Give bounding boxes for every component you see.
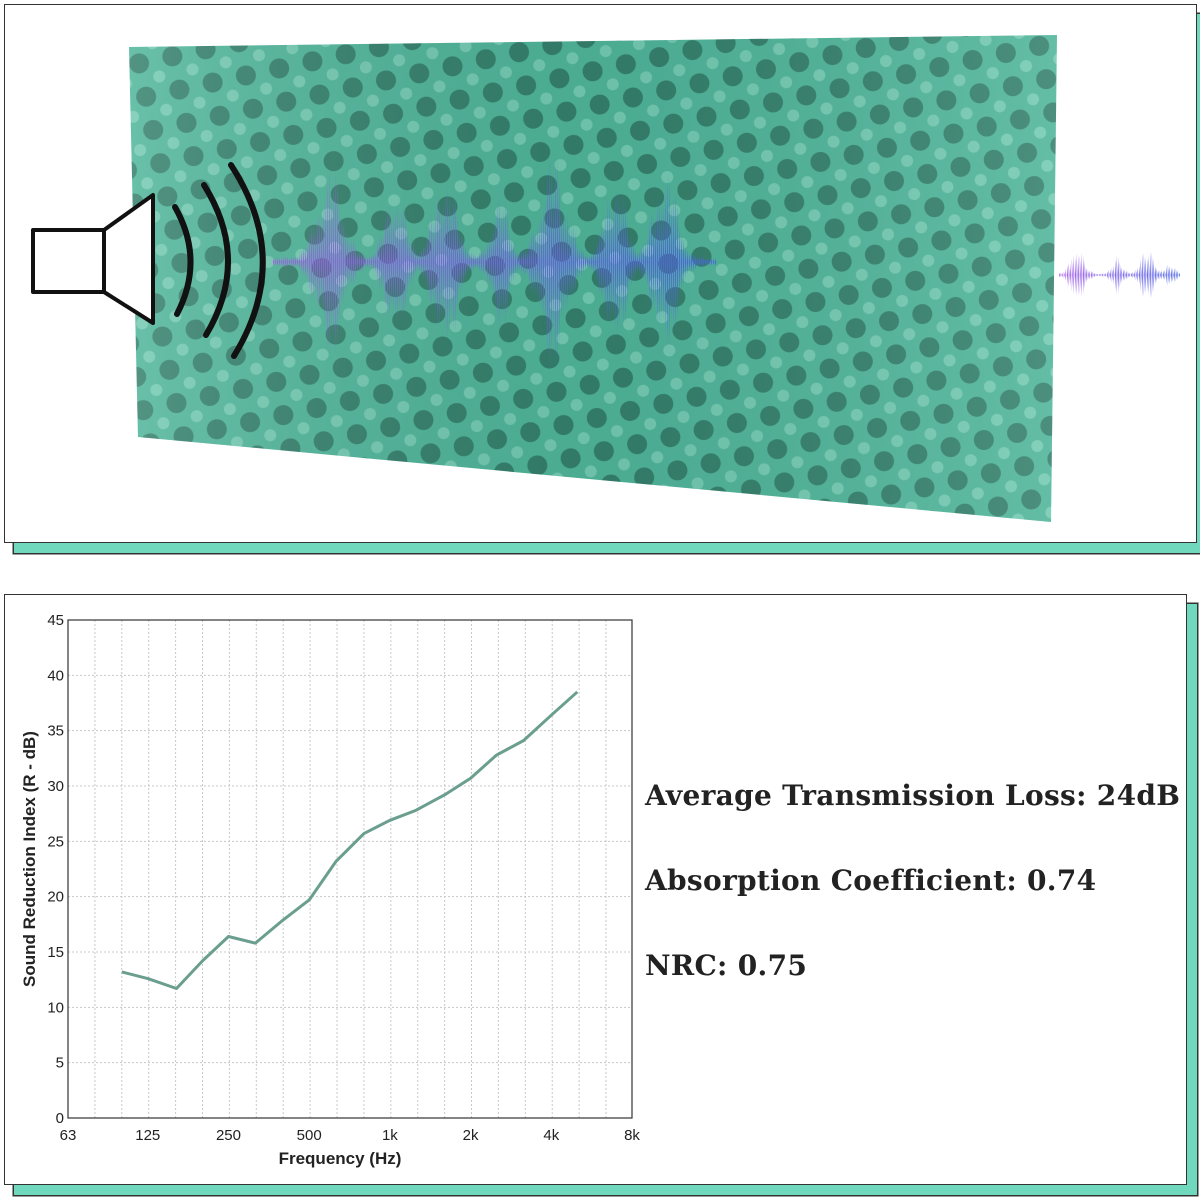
average-transmission-loss: Average Transmission Loss: 24dB	[645, 779, 1181, 812]
x-tick-label: 500	[297, 1127, 322, 1144]
illustration-card	[4, 4, 1197, 543]
acoustic-panel-illustration	[31, 35, 1180, 522]
x-tick-label: 125	[135, 1127, 160, 1144]
x-axis-title: Frequency (Hz)	[279, 1149, 402, 1168]
sound-wave-strong	[273, 151, 717, 373]
y-tick-label: 25	[47, 833, 64, 850]
data-series	[121, 690, 579, 991]
y-tick-label: 0	[56, 1110, 64, 1127]
x-tick-label: 63	[60, 1127, 77, 1144]
waveform-path	[1059, 251, 1180, 299]
y-tick-label: 15	[47, 944, 64, 961]
nrc-value: NRC: 0.75	[645, 949, 808, 982]
x-axis-ticks: 63 125 250 500 1k 2k 4k 8k	[60, 1127, 641, 1144]
y-tick-label: 45	[47, 612, 64, 629]
panel-shading	[129, 35, 1057, 522]
y-tick-label: 5	[56, 1055, 64, 1072]
x-tick-label: 2k	[463, 1127, 479, 1144]
x-tick-label: 4k	[543, 1127, 559, 1144]
waveform-path	[273, 151, 717, 373]
y-tick-label: 10	[47, 999, 64, 1016]
metrics-list: Average Transmission Loss: 24dB Absorpti…	[645, 779, 1180, 1034]
speaker-icon	[31, 193, 155, 325]
absorption-coefficient: Absorption Coefficient: 0.74	[645, 864, 1097, 897]
y-tick-label: 35	[47, 723, 64, 740]
y-axis-title: Sound Reduction Index (R - dB)	[20, 731, 39, 987]
y-tick-label: 30	[47, 778, 64, 795]
chart-grid	[68, 620, 632, 1118]
sound-arcs-icon	[172, 162, 266, 359]
y-tick-label: 20	[47, 889, 64, 906]
y-axis-ticks: 0 5 10 15 20 25 30 35 40 45	[47, 612, 64, 1127]
x-tick-label: 8k	[624, 1127, 640, 1144]
x-tick-label: 1k	[382, 1127, 398, 1144]
transmission-loss-chart: 0 5 10 15 20 25 30 35 40 45 63 125 250 500 1k 2k 4k 8k F…	[20, 612, 641, 1168]
sound-wave-weak	[1059, 251, 1180, 299]
y-tick-label: 40	[47, 667, 64, 684]
chart-card: 0 5 10 15 20 25 30 35 40 45 63 125 250 500 1k 2k 4k 8k F…	[4, 594, 1187, 1185]
plot-frame	[67, 619, 633, 1119]
x-tick-label: 250	[216, 1127, 241, 1144]
series-line	[121, 690, 579, 991]
